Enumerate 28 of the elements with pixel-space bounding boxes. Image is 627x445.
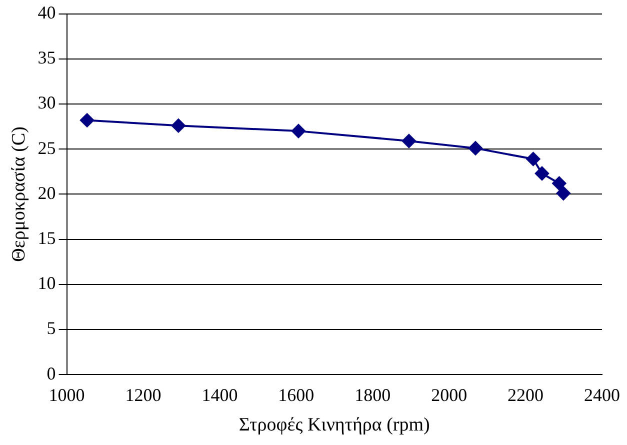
point [552,176,566,190]
x-tick-label: 2400 [584,385,620,406]
point [171,118,186,133]
y-tick-label: 10 [38,273,56,294]
x-tick-label: 2000 [431,385,468,406]
point [526,152,540,166]
y-tick-label: 35 [38,48,56,68]
x-axis-title: Στροφές Κινητήρα (rpm) [238,414,430,436]
y-tick-label: 20 [38,182,56,203]
y-tick-label: 15 [38,228,56,248]
x-tick-label: 1600 [278,385,314,406]
y-tick-label: 0 [46,363,56,384]
x-tick-label: 1800 [354,385,391,406]
point [291,124,306,138]
y-axis-title: Θερμοκρασία (C) [8,126,30,262]
x-tick-label: 1200 [125,385,162,406]
point [402,134,416,148]
y-tick-label: 5 [46,318,56,338]
point [80,113,94,128]
point [534,166,549,180]
x-tick-label: 1400 [202,385,238,406]
point [468,141,482,156]
y-tick-label: 25 [38,138,56,158]
y-tick-label: 40 [38,2,56,23]
point [556,186,570,200]
x-tick-label: 2200 [508,385,544,406]
y-tick-label: 30 [38,92,56,113]
x-tick-label: 1000 [48,385,85,406]
